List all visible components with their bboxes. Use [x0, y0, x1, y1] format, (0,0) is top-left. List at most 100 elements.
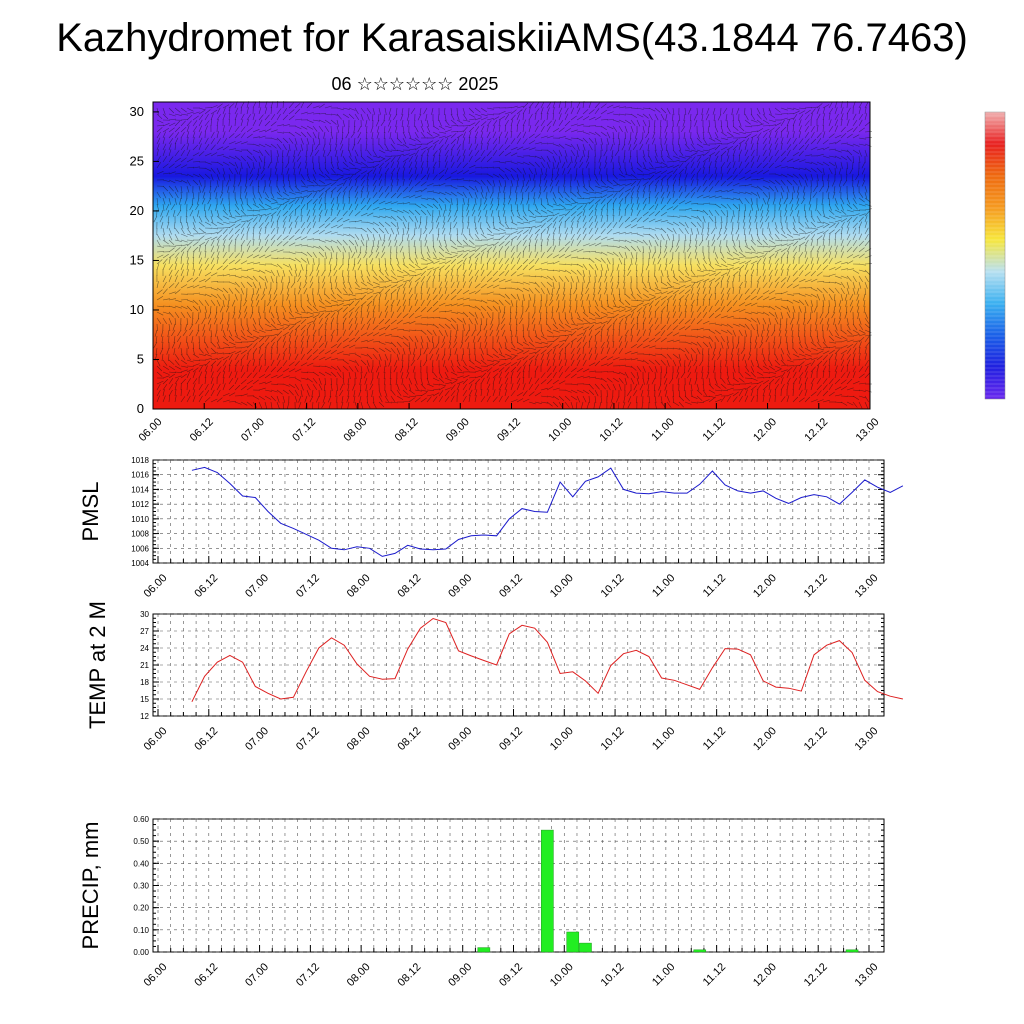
x-tick-label: 13.00 [853, 961, 881, 989]
x-tick-label: 08.12 [393, 416, 421, 444]
x-tick-label: 08.12 [396, 572, 424, 600]
precip-bar [541, 829, 554, 953]
x-tick-label: 10.12 [599, 725, 627, 753]
x-tick-label: 09.12 [497, 725, 525, 753]
precip-bar [693, 949, 707, 953]
x-tick-label: 11.00 [650, 961, 677, 988]
x-tick-label: 07.12 [294, 572, 322, 600]
x-tick-label: 07.00 [243, 961, 271, 989]
y-tick-label: 18 [140, 678, 149, 687]
x-tick-label: 09.00 [446, 961, 474, 989]
y-tick-label: 30 [130, 104, 144, 119]
grid-lines [153, 818, 884, 953]
x-tick-label: 07.12 [294, 725, 322, 753]
x-tick-label: 07.12 [290, 416, 318, 444]
precip-bar [845, 949, 859, 953]
temperature-series-line [191, 617, 904, 703]
x-tick-label: 09.00 [444, 416, 472, 444]
x-tick-label: 11.12 [701, 416, 728, 443]
x-tick-label: 10.00 [548, 725, 576, 753]
x-tick-label: 12.00 [751, 572, 779, 600]
temperature-panel: 12 15 18 21 24 27 30 06.00 06.12 07.00 07.12 08.00 0… [85, 601, 904, 753]
grid-lines [153, 459, 884, 564]
y-axis-label: TEMP at 2 M [85, 601, 110, 729]
cross-section-field [153, 102, 870, 409]
grid-lines [153, 613, 884, 717]
wind-barbs [153, 100, 873, 410]
precip-bar [566, 931, 580, 953]
y-tick-label: 5 [137, 351, 144, 366]
y-tick-label: 0.20 [133, 904, 149, 913]
x-tick-label: 08.00 [341, 416, 369, 444]
x-tick-label: 11.00 [650, 572, 677, 599]
page-title: Kazhydromet for KarasaiskiiAMS(43.1844 7… [56, 16, 968, 60]
y-tick-label: 0.40 [133, 859, 149, 868]
y-tick-label: 12 [140, 712, 149, 721]
y-tick-label: 1008 [131, 530, 149, 539]
x-tick-label: 12.00 [751, 725, 779, 753]
x-tick-label: 08.12 [396, 961, 424, 989]
precip-bar [477, 947, 491, 953]
x-tick-label: 09.00 [446, 572, 474, 600]
x-tick-label: 11.00 [650, 725, 677, 752]
precip-panel: 0.00 0.10 0.20 0.30 0.40 0.50 0.60 06.00 06.12 07… [78, 815, 885, 989]
x-tick-label: 06.00 [142, 572, 170, 600]
x-tick-label: 07.00 [243, 572, 271, 600]
y-tick-label: 10 [130, 302, 144, 317]
y-tick-label: 21 [140, 661, 149, 670]
x-tick-label: 08.00 [345, 572, 373, 600]
y-axis-label: PRECIP, mm [78, 822, 103, 950]
y-tick-label: 1018 [131, 456, 149, 465]
x-tick-label: 06.00 [142, 725, 170, 753]
y-tick-label: 1012 [131, 500, 149, 509]
y-tick-label: 0.30 [133, 882, 149, 891]
x-tick-label: 13.00 [854, 416, 882, 444]
y-tick-label: 1006 [131, 544, 149, 553]
x-tick-label: 11.12 [701, 725, 728, 752]
x-tick-label: 07.00 [243, 725, 271, 753]
x-tick-label: 06.12 [192, 725, 220, 753]
y-tick-label: 15 [140, 695, 149, 704]
y-tick-label: 0 [137, 401, 144, 416]
x-tick-label: 09.00 [446, 725, 474, 753]
y-axis-label: PMSL [78, 482, 103, 542]
x-tick-label: 06.00 [142, 961, 170, 989]
x-tick-label: 08.00 [345, 725, 373, 753]
x-tick-label: 10.00 [546, 416, 574, 444]
x-tick-label: 09.12 [497, 961, 525, 989]
y-tick-label: 0.00 [133, 948, 149, 957]
x-tick-label: 11.12 [701, 572, 728, 599]
x-tick-label: 12.12 [802, 961, 830, 989]
x-tick-label: 11.12 [701, 961, 728, 988]
y-tick-label: 24 [140, 644, 149, 653]
y-tick-label: 1010 [131, 515, 149, 524]
x-tick-label: 07.12 [294, 961, 322, 989]
x-tick-label: 10.00 [548, 572, 576, 600]
x-tick-label: 12.00 [751, 416, 779, 444]
x-tick-label: 09.12 [497, 572, 525, 600]
x-tick-label: 12.12 [802, 416, 830, 444]
x-tick-label: 10.12 [598, 416, 626, 444]
y-tick-label: 20 [130, 203, 144, 218]
page-subtitle: 06 ☆☆☆☆☆☆ 2025 [331, 74, 499, 94]
x-tick-label: 10.12 [599, 572, 627, 600]
precip-bar [579, 942, 592, 953]
y-tick-label: 0.60 [133, 815, 149, 824]
x-tick-label: 12.12 [802, 725, 830, 753]
x-tick-label: 09.12 [495, 416, 523, 444]
y-tick-label: 1004 [131, 559, 149, 568]
x-tick-label: 10.00 [548, 961, 576, 989]
cross-section-panel: 0 5 10 15 20 25 30 06.00 06.12 07.00 07.12 08.00 08.… [130, 100, 1006, 444]
x-tick-label: 06.00 [137, 416, 165, 444]
x-tick-label: 08.12 [396, 725, 424, 753]
x-tick-label: 13.00 [853, 572, 881, 600]
y-tick-label: 1016 [131, 471, 149, 480]
x-tick-label: 12.12 [802, 572, 830, 600]
x-tick-label: 12.00 [751, 961, 779, 989]
x-tick-label: 08.00 [345, 961, 373, 989]
y-tick-label: 0.10 [133, 926, 149, 935]
y-tick-label: 25 [130, 153, 144, 168]
x-tick-label: 10.12 [599, 961, 627, 989]
x-tick-label: 06.12 [192, 961, 220, 989]
